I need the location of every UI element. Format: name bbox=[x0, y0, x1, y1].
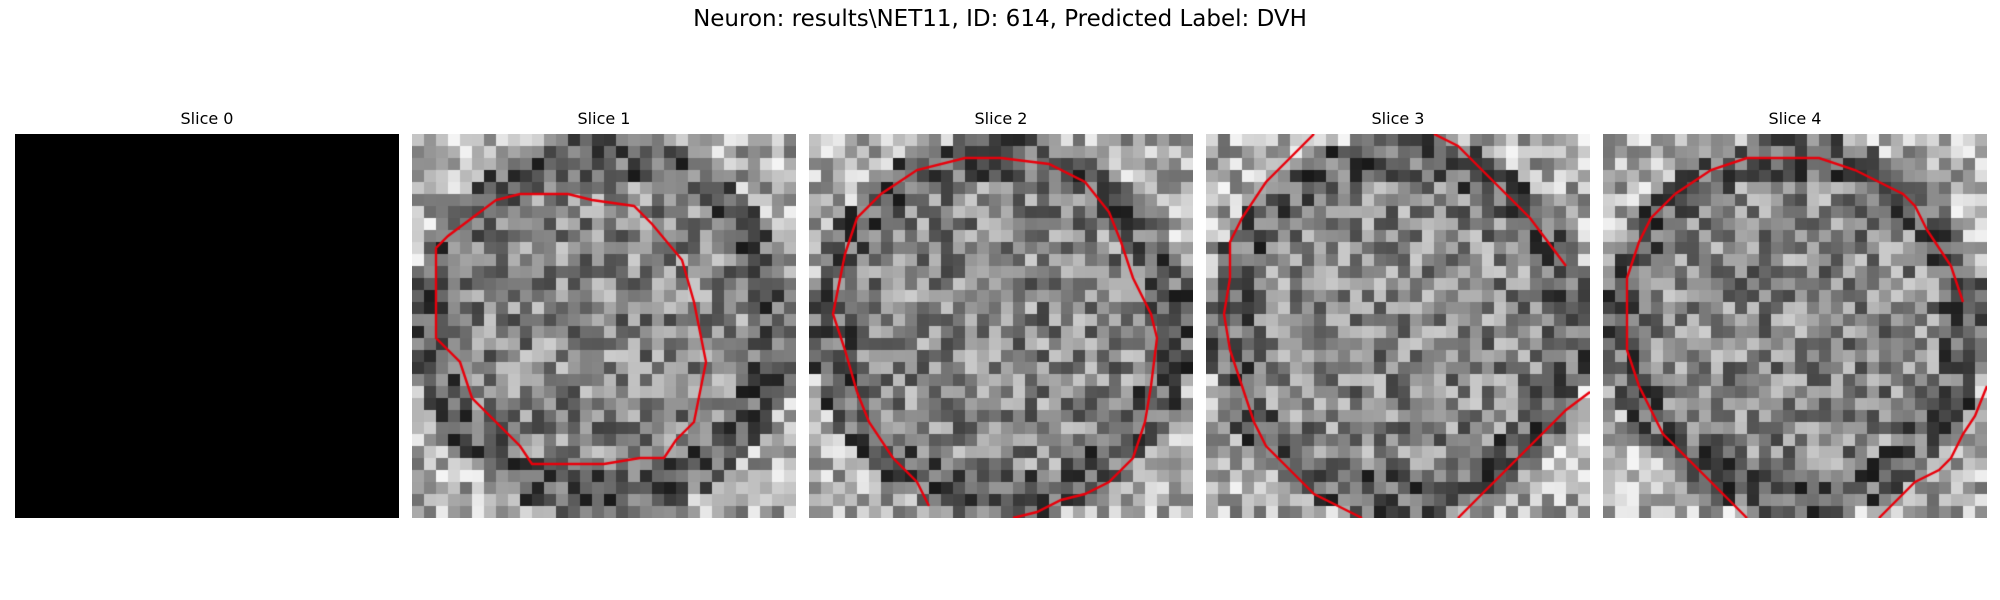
slice-panel-2: Slice 2 bbox=[809, 108, 1193, 518]
slice-title: Slice 4 bbox=[1768, 109, 1822, 128]
figure-title: Neuron: results\NET11, ID: 614, Predicte… bbox=[693, 6, 1307, 32]
slice-title: Slice 2 bbox=[974, 109, 1028, 128]
slice-title: Slice 0 bbox=[180, 109, 234, 128]
slice-title: Slice 1 bbox=[577, 109, 631, 128]
slice-image bbox=[1603, 134, 1987, 518]
slice-panel-4: Slice 4 bbox=[1603, 108, 1987, 518]
slice-image bbox=[15, 134, 399, 518]
slice-panel-3: Slice 3 bbox=[1206, 108, 1590, 518]
slice-panel-0: Slice 0 bbox=[15, 108, 399, 518]
slice-panel-1: Slice 1 bbox=[412, 108, 796, 518]
slice-image bbox=[809, 134, 1193, 518]
slice-image bbox=[412, 134, 796, 518]
slice-title: Slice 3 bbox=[1371, 109, 1425, 128]
slice-image bbox=[1206, 134, 1590, 518]
